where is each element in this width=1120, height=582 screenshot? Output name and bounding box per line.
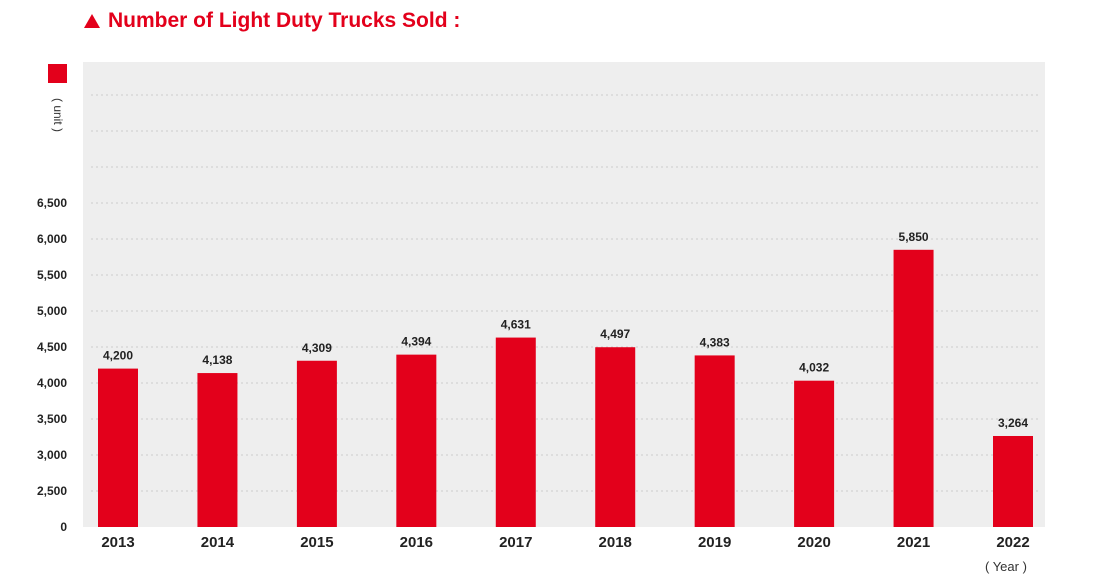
bars xyxy=(98,249,1033,528)
bar-2014 xyxy=(197,373,238,527)
y-tick-label: 4,500 xyxy=(37,340,67,354)
bar-2021 xyxy=(893,249,934,528)
x-tick-label-2014: 2014 xyxy=(201,534,235,551)
x-tick-label-2017: 2017 xyxy=(499,534,532,551)
x-tick-label-2019: 2019 xyxy=(698,534,731,551)
x-tick-label-2013: 2013 xyxy=(101,534,134,551)
y-tick-label: 2,500 xyxy=(37,484,67,498)
x-tick-label-2020: 2020 xyxy=(797,534,830,551)
chart-title-text: Number of Light Duty Trucks Sold : xyxy=(108,9,461,32)
y-tick-label: 3,500 xyxy=(37,412,67,426)
x-tick-label-2018: 2018 xyxy=(599,534,632,551)
plot-background xyxy=(83,62,1045,527)
bar-2013 xyxy=(98,368,138,527)
bar-2022 xyxy=(993,435,1033,527)
data-label-2017: 4,631 xyxy=(501,318,531,332)
bar-2016 xyxy=(396,354,437,527)
data-label-2014: 4,138 xyxy=(202,353,232,367)
x-tick-label-2015: 2015 xyxy=(300,534,333,551)
y-tick-label: 3,000 xyxy=(37,448,67,462)
x-tick-label-2016: 2016 xyxy=(400,534,433,551)
bar-2015 xyxy=(296,360,337,527)
bar-2019 xyxy=(694,355,735,527)
y-tick-label: 6,500 xyxy=(37,196,67,210)
bar-2018 xyxy=(595,347,636,527)
y-axis-ticks: 0 2,500 3,000 3,500 4,000 4,500 5,000 5,500 6,00… xyxy=(37,196,67,534)
chart-title: Number of Light Duty Trucks Sold : xyxy=(84,6,460,36)
y-tick-label: 6,000 xyxy=(37,232,67,246)
data-label-2019: 4,383 xyxy=(700,335,730,349)
data-label-2016: 4,394 xyxy=(401,335,431,349)
x-axis-ticks: 2013 2014 2015 2016 2017 2018 2019 2020 2021 2022 xyxy=(101,534,1029,551)
y-tick-label: 4,000 xyxy=(37,376,67,390)
y-tick-label: 5,500 xyxy=(37,268,67,282)
data-label-2013: 4,200 xyxy=(103,349,133,363)
gridlines xyxy=(91,94,1041,492)
data-label-2022: 3,264 xyxy=(998,416,1028,430)
y-tick-label: 5,000 xyxy=(37,304,67,318)
y-tick-label: 0 xyxy=(60,520,67,534)
x-tick-label-2021: 2021 xyxy=(897,534,930,551)
x-tick-label-2022: 2022 xyxy=(996,534,1029,551)
data-label-2015: 4,309 xyxy=(302,341,332,355)
x-axis-label: ( Year ) xyxy=(985,559,1027,574)
bar-2017 xyxy=(495,337,536,527)
triangle-icon xyxy=(84,14,100,28)
data-labels: 4,200 4,138 4,309 4,394 4,631 4,497 4,383 4,032… xyxy=(103,230,1028,430)
data-label-2018: 4,497 xyxy=(600,327,630,341)
data-label-2021: 5,850 xyxy=(899,230,929,244)
data-label-2020: 4,032 xyxy=(799,361,829,375)
legend-swatch xyxy=(48,64,67,83)
bar-2020 xyxy=(794,380,835,527)
